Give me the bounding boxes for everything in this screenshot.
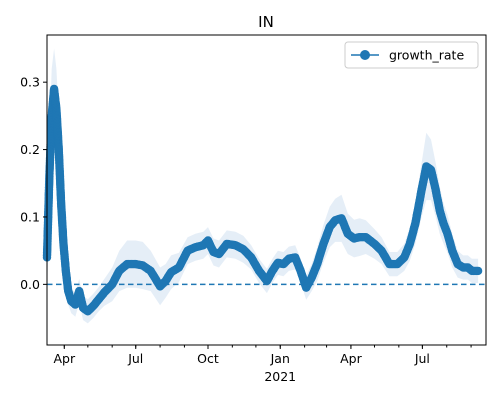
y-tick-label: 0.0 (20, 277, 40, 292)
confidence-band (47, 48, 479, 324)
legend-marker-swatch (360, 50, 370, 60)
growth-rate-point (473, 266, 483, 276)
series-layer (42, 84, 483, 316)
confidence-band-layer (47, 48, 479, 324)
legend-frame (344, 41, 479, 69)
plot-frame (46, 34, 487, 346)
y-tick-label: 0.3 (20, 75, 40, 90)
x-tick-label: Jul (127, 351, 143, 366)
x-year-label: 2021 (264, 369, 296, 384)
chart-title: IN (258, 13, 274, 31)
x-tick-label: Oct (197, 351, 219, 366)
y-tick-label: 0.1 (20, 209, 40, 224)
x-tick-label: Apr (340, 351, 362, 366)
x-tick-label: Jul (414, 351, 430, 366)
y-tick-label: 0.2 (20, 142, 40, 157)
x-tick-label: Jan (270, 351, 290, 366)
legend: growth_rate (344, 41, 479, 69)
legend-label-growth-rate: growth_rate (389, 48, 464, 63)
x-tick-label: Apr (53, 351, 75, 366)
axes-layer: 0.0 0.1 0.2 0.3 Apr Jul Oct Jan Apr Jul 2021 (20, 34, 487, 384)
